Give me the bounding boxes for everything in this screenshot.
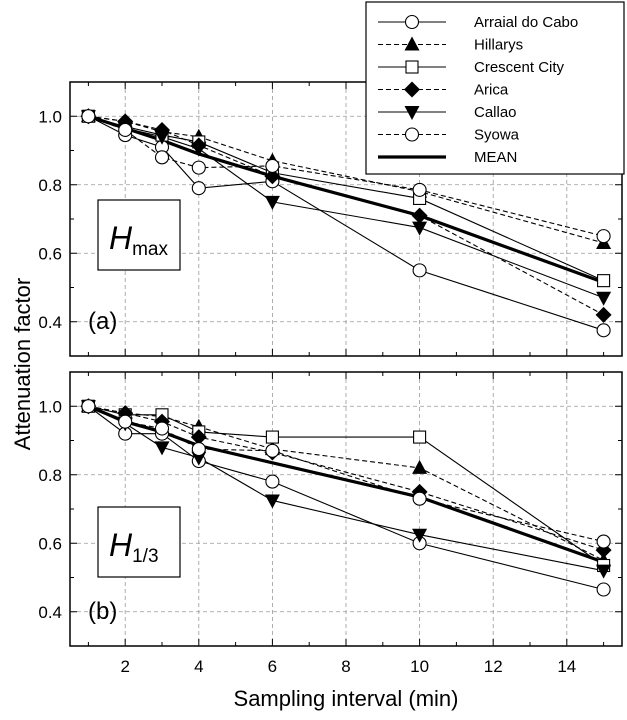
panel-b-point-syowa xyxy=(265,443,280,458)
panel-a-point-arica xyxy=(264,168,281,185)
panel-a-quantity-sub: max xyxy=(132,239,168,260)
panel-b-point-callao xyxy=(191,451,207,466)
legend-item-arica: Arica xyxy=(378,81,509,99)
panel-a-tag: (a) xyxy=(88,308,117,335)
legend-marker-callao xyxy=(404,106,420,120)
panel-b-y-tick-label: 0.6 xyxy=(38,534,62,553)
panel-a-point-syowa xyxy=(191,160,206,175)
panel-a-point-arraial-do-cabo xyxy=(596,323,611,338)
panel-b-quantity-sub: 1/3 xyxy=(132,546,158,567)
legend-marker-hillarys xyxy=(404,36,420,51)
panel-a-point-callao xyxy=(264,195,280,210)
panel-b-point-callao xyxy=(154,441,170,456)
panel-b-y-tick-label: 0.8 xyxy=(38,466,62,485)
panel-b-grid xyxy=(70,372,622,646)
panel-b-point-syowa xyxy=(81,399,96,414)
panel-b-point-arraial-do-cabo xyxy=(265,474,280,489)
panel-b-point-syowa xyxy=(412,491,427,506)
legend-item-arraial-do-cabo: Arraial do Cabo xyxy=(378,14,578,31)
panel-a-point-arica xyxy=(411,207,428,224)
panel-b-quantity-box: H1/3 xyxy=(97,506,181,578)
panel-a-y-tick-label: 1.0 xyxy=(38,107,62,126)
legend-item-mean: MEAN xyxy=(378,149,517,166)
panel-b-y-tick-label: 1.0 xyxy=(38,397,62,416)
legend-items: Arraial do Cabo Hillarys Crescent City Aric… xyxy=(378,14,578,166)
x-tick-labels: 2 4 6 8 10 12 14 xyxy=(120,657,576,676)
panel-b-point-callao xyxy=(596,564,612,579)
panel-a-y-tick-label: 0.4 xyxy=(38,313,62,332)
panel-hmax: 0.4 0.6 0.8 1.0 Hmax (a) xyxy=(38,81,623,357)
legend-marker-arraial-do-cabo xyxy=(404,14,420,30)
x-tick-label: 12 xyxy=(484,657,503,676)
panel-a-point-syowa xyxy=(81,109,96,124)
panel-b-point-syowa xyxy=(118,414,133,429)
x-tick-label: 14 xyxy=(557,657,576,676)
panel-a-point-syowa xyxy=(118,122,133,137)
panel-b-series xyxy=(80,398,612,597)
panel-b-quantity-frame xyxy=(97,506,181,578)
panel-b-y-tick-label: 0.4 xyxy=(38,603,62,622)
panel-a-point-callao xyxy=(191,142,207,157)
x-tick-label: 10 xyxy=(410,657,429,676)
panel-b-ticks: 0.4 0.6 0.8 1.0 xyxy=(38,371,622,647)
legend-item-crescent-city: Crescent City xyxy=(378,59,565,76)
x-tick-label: 4 xyxy=(194,657,203,676)
panel-a-point-callao xyxy=(412,221,428,236)
panel-a-point-crescent-city xyxy=(597,274,611,288)
panel-b-point-crescent-city xyxy=(265,430,279,444)
panel-a-quantity-label: Hmax xyxy=(109,220,169,260)
panel-a-series xyxy=(80,108,612,338)
panel-b-point-crescent-city xyxy=(413,430,427,444)
legend-marker-crescent-city xyxy=(405,60,419,74)
panel-b-point-callao xyxy=(412,528,428,543)
panel-b-tag: (b) xyxy=(88,598,117,625)
legend-item-hillarys: Hillarys xyxy=(378,36,523,54)
panel-a-point-arica xyxy=(595,306,612,323)
y-axis-label: Attenuation factor xyxy=(10,278,35,450)
x-tick-label: 2 xyxy=(120,657,129,676)
panel-a-point-callao xyxy=(154,130,170,145)
panel-a-point-arraial-do-cabo xyxy=(191,181,206,196)
panel-h13: 0.4 0.6 0.8 1.0 H1/3 (b) xyxy=(38,371,623,647)
legend: Arraial do Cabo Hillarys Crescent City Aric… xyxy=(365,1,625,175)
legend-label-arica: Arica xyxy=(474,82,509,99)
panel-b-point-arica xyxy=(190,429,207,446)
panel-a-point-syowa xyxy=(412,182,427,197)
legend-item-callao: Callao xyxy=(378,104,517,121)
panel-a-quantity-main: H xyxy=(109,220,133,256)
panel-a-ticks: 0.4 0.6 0.8 1.0 xyxy=(38,81,622,357)
x-tick-label: 8 xyxy=(341,657,350,676)
legend-label-callao: Callao xyxy=(474,104,517,121)
panel-a-quantity-frame xyxy=(97,199,181,271)
panel-a-point-syowa xyxy=(265,158,280,173)
legend-marker-syowa xyxy=(404,127,420,142)
panel-a-quantity-box: Hmax xyxy=(97,199,181,271)
panel-b-point-syowa xyxy=(596,534,611,549)
panel-b-point-hillarys xyxy=(412,459,428,474)
panel-b-point-syowa xyxy=(191,442,206,457)
legend-marker-arica xyxy=(404,81,420,98)
panel-a-y-tick-label: 0.8 xyxy=(38,176,62,195)
x-axis-label: Sampling interval (min) xyxy=(234,686,459,711)
panel-b-quantity-label: H1/3 xyxy=(109,527,159,567)
panel-a-point-syowa xyxy=(154,150,170,165)
x-tick-label: 6 xyxy=(268,657,277,676)
legend-label-mean: MEAN xyxy=(474,149,517,166)
panel-b-point-callao xyxy=(264,494,280,509)
panel-b-quantity-main: H xyxy=(109,527,133,563)
legend-label-arraial-do-cabo: Arraial do Cabo xyxy=(474,14,578,31)
legend-label-hillarys: Hillarys xyxy=(474,37,523,54)
legend-label-syowa: Syowa xyxy=(474,127,520,144)
legend-label-crescent-city: Crescent City xyxy=(474,59,565,76)
panel-a-y-tick-label: 0.6 xyxy=(38,244,62,263)
panel-a-point-arraial-do-cabo xyxy=(412,263,427,278)
legend-item-syowa: Syowa xyxy=(378,127,520,144)
panel-a-point-callao xyxy=(596,291,612,306)
panel-b-point-arraial-do-cabo xyxy=(596,582,611,597)
panel-a-point-syowa xyxy=(596,229,611,244)
panel-b-point-syowa xyxy=(154,421,170,436)
